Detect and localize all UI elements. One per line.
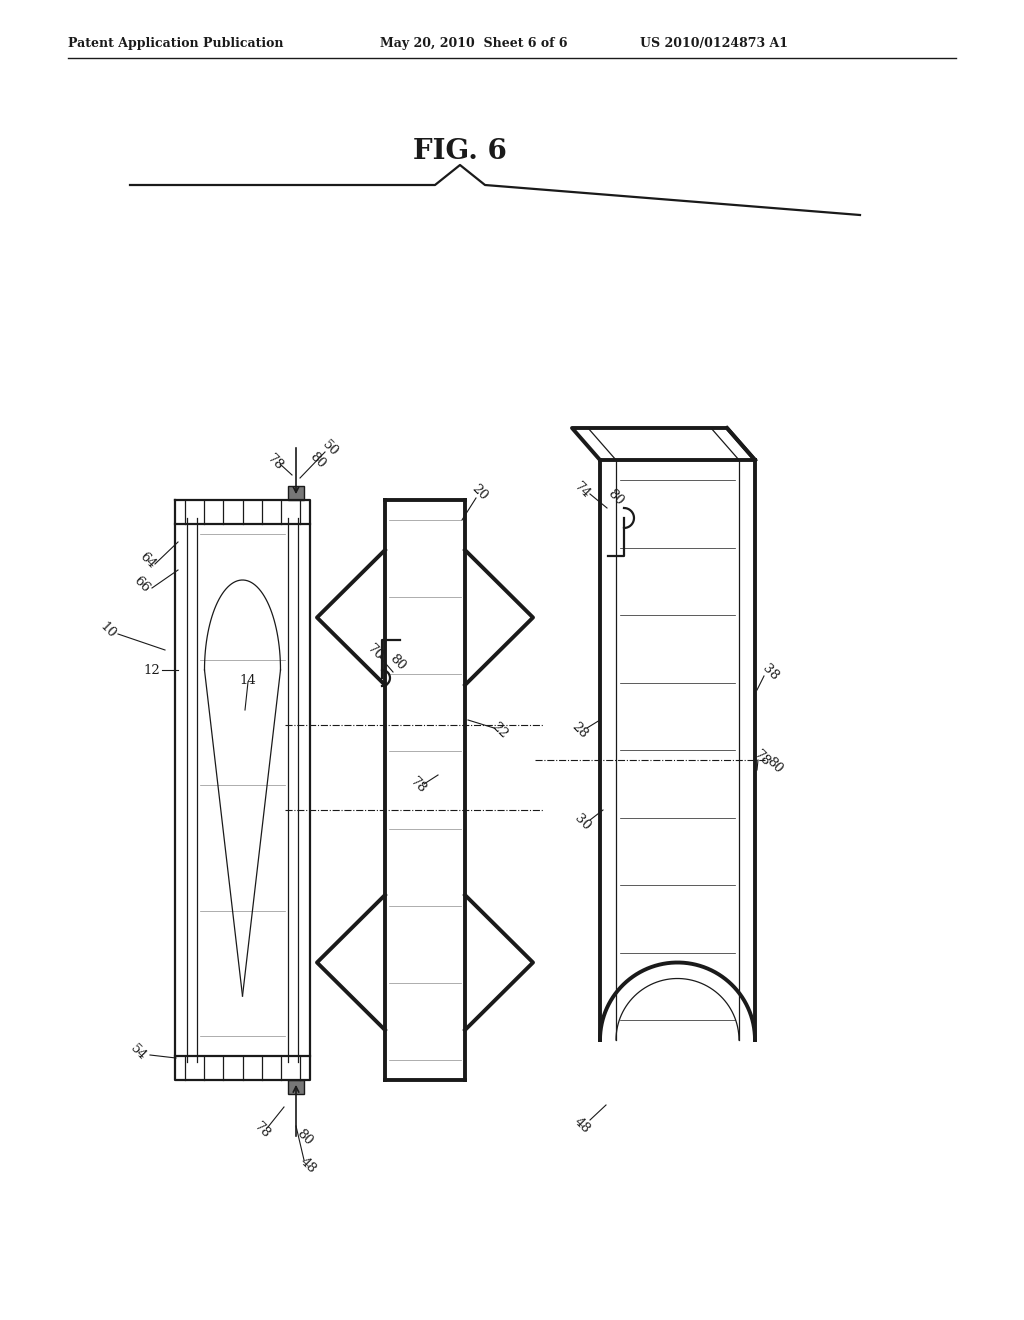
Text: 78: 78 [252, 1119, 272, 1140]
Text: May 20, 2010  Sheet 6 of 6: May 20, 2010 Sheet 6 of 6 [380, 37, 567, 50]
Text: 38: 38 [760, 661, 780, 682]
Text: 30: 30 [571, 812, 593, 833]
Text: 54: 54 [127, 1041, 148, 1063]
Text: 78: 78 [408, 775, 429, 796]
Text: 80: 80 [307, 450, 329, 470]
Text: 80: 80 [605, 487, 627, 507]
Text: 22: 22 [489, 719, 511, 741]
Text: 80: 80 [295, 1126, 315, 1147]
Text: FIG. 6: FIG. 6 [413, 139, 507, 165]
Text: 64: 64 [137, 549, 159, 570]
Text: 48: 48 [298, 1155, 318, 1176]
Text: 78: 78 [752, 747, 772, 768]
Text: 80: 80 [765, 755, 785, 776]
Text: 14: 14 [240, 673, 256, 686]
Text: 74: 74 [571, 479, 593, 500]
Text: 66: 66 [131, 574, 153, 595]
Text: US 2010/0124873 A1: US 2010/0124873 A1 [640, 37, 788, 50]
Bar [288, 486, 304, 500]
Text: 70: 70 [365, 642, 386, 663]
Text: 20: 20 [469, 482, 490, 503]
Text: 50: 50 [319, 437, 341, 458]
Text: 28: 28 [569, 719, 591, 741]
Bar [288, 1080, 304, 1094]
Text: 80: 80 [387, 652, 409, 672]
Text: 48: 48 [571, 1114, 593, 1135]
Text: 10: 10 [97, 619, 119, 640]
Text: 12: 12 [143, 664, 161, 676]
Text: 78: 78 [264, 451, 286, 473]
Text: Patent Application Publication: Patent Application Publication [68, 37, 284, 50]
